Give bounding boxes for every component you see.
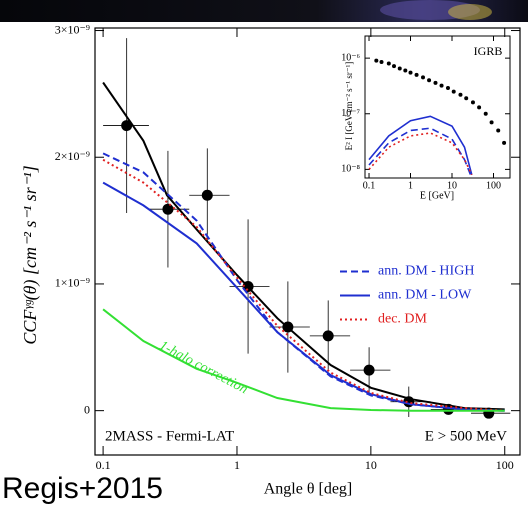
y-tick-label: 10⁻⁸ [341,164,360,175]
data-point [445,86,450,91]
data-point [483,111,488,116]
x-tick-label: 100 [486,180,501,191]
inset-x-label: E [GeV] [420,190,454,201]
data-point [363,364,375,376]
data-point [121,120,133,132]
legend-label: dec. DM [378,312,428,327]
data-point [464,96,469,101]
series-line [368,115,473,176]
data-point [489,120,494,125]
series-line [102,181,505,412]
data-point [451,89,456,94]
y-tick-label: 2×10⁻⁹ [55,149,90,163]
data-point [502,140,507,145]
data-point [477,105,482,110]
data-point [427,78,432,83]
y-tick-label: 3×10⁻⁹ [55,22,90,36]
inset-y-label: E² I [GeV cm⁻² s⁻¹ sr⁻¹] [344,62,354,151]
x-axis-label: Angle θ [deg] [264,481,353,498]
data-point [162,203,174,215]
y-tick-label: 10⁻⁷ [341,108,360,119]
x-tick-label: 1 [234,458,240,472]
inset-title: IGRB [474,44,503,58]
legend-label: ann. DM - LOW [378,288,472,303]
data-point [414,72,419,77]
series-line [102,158,505,412]
x-tick-label: 1 [408,180,413,191]
data-point [379,60,384,65]
data-point [439,83,444,88]
header-image [448,4,492,20]
x-tick-label: 10 [365,458,377,472]
data-point [408,70,413,75]
caption: Regis+2015 [2,472,163,505]
series-line [102,81,505,411]
x-tick-label: 10 [447,180,457,191]
data-point [374,58,379,63]
plot-area [368,58,507,178]
plot-area [102,38,511,419]
y-axis-label: CCFᵞᵍ(θ) [cm⁻² s⁻¹ sr⁻¹] [20,165,41,344]
x-tick-label: 100 [496,458,514,472]
x-tick-label: 0.1 [363,180,376,191]
inset-frame [364,35,511,179]
y-tick-label: 1×10⁻⁹ [55,276,90,290]
legend-label: ann. DM - HIGH [378,264,474,279]
y-tick-label: 10⁻⁶ [341,52,360,63]
x-tick-label: 0.1 [96,458,111,472]
data-point [496,128,501,133]
series-line [368,127,473,178]
annotation: 2MASS - Fermi-LAT [105,428,234,444]
data-point [392,64,396,69]
data-point [403,68,408,73]
data-point [458,92,463,97]
series-line [102,308,505,412]
data-point [201,189,213,201]
data-point [470,100,475,105]
annotation: E > 500 MeV [425,428,507,444]
data-point [397,66,402,71]
data-point [421,75,425,80]
y-tick-label: 0 [84,402,90,416]
data-point [433,80,438,85]
data-point [322,330,334,342]
data-point [386,61,391,66]
